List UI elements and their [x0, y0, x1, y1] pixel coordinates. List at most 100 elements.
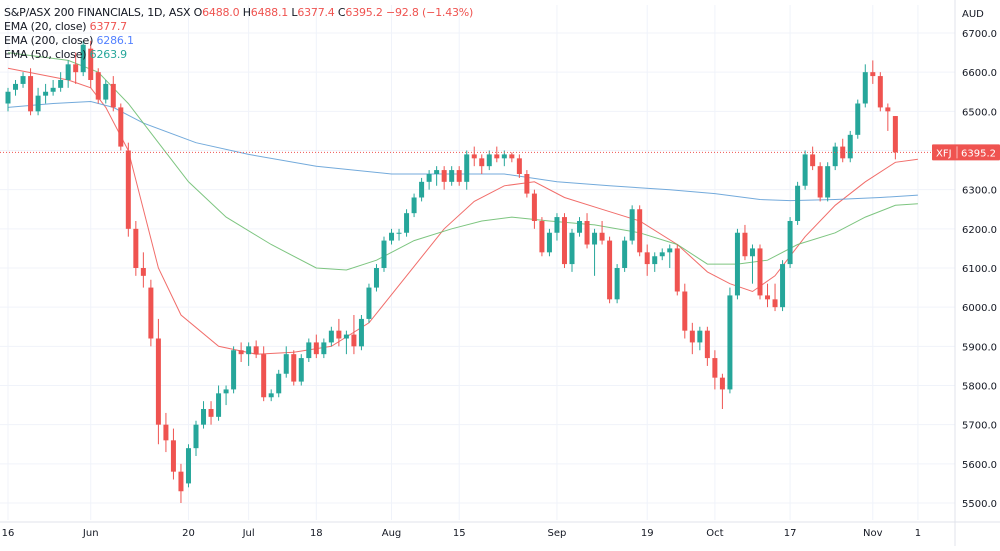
candle-up [622, 236, 628, 272]
candles [5, 40, 898, 503]
candle-up [780, 260, 786, 312]
candle-body [208, 409, 214, 417]
candle-down [494, 146, 500, 163]
candle-up [411, 193, 417, 218]
candle-body [336, 330, 342, 339]
y-tick-label: 5600.0 [962, 460, 997, 471]
candle-down [163, 412, 169, 453]
legend-ema200-row[interactable]: EMA (200, close) 6286.1 [4, 34, 473, 48]
candle-down [765, 283, 771, 308]
candle-up [298, 354, 304, 386]
legend-ema20-row[interactable]: EMA (20, close) 6377.7 [4, 20, 473, 34]
candle-up [501, 150, 507, 167]
candle-body [80, 44, 86, 73]
candle-up [103, 80, 109, 104]
candle-body [201, 409, 207, 425]
candle-down [719, 373, 725, 409]
high-value: 6488.1 [250, 6, 289, 19]
candle-up [862, 64, 868, 108]
candle-body [20, 76, 26, 84]
ema-line [7, 67, 918, 355]
candle-down [870, 60, 876, 84]
candle-down [531, 189, 537, 229]
y-tick-label: 5800.0 [962, 382, 997, 393]
candle-body [749, 248, 755, 257]
candle-body [554, 217, 560, 233]
candle-body [43, 91, 49, 96]
candle-down [88, 40, 94, 88]
y-tick-label: 5500.0 [962, 499, 997, 510]
candle-up [389, 228, 395, 245]
close-label: C [337, 6, 346, 19]
candle-up [358, 315, 364, 351]
x-tick-label: 19 [641, 528, 654, 539]
ema-line [7, 52, 918, 271]
candle-up [381, 236, 387, 272]
candle-down [644, 244, 650, 276]
candle-down [133, 221, 139, 276]
legend-title-row[interactable]: S&P/ASX 200 FINANCIALS, 1D, ASX O6488.0 … [4, 6, 473, 20]
candle-body [449, 170, 455, 182]
close-value: 6395.2 [345, 6, 383, 19]
candle-down [479, 154, 485, 174]
ema50-label: EMA (50, close) [4, 48, 87, 61]
candle-body [95, 72, 101, 100]
high-label: H [242, 6, 251, 19]
low-label: L [291, 6, 298, 19]
x-tick-label: 16 [2, 528, 15, 539]
candle-body [73, 64, 79, 73]
candle-body [170, 440, 176, 472]
candle-down [471, 146, 477, 167]
candle-body [494, 154, 500, 159]
price-axis[interactable]: AUD 5500.0 5600.0 5700.0 5800.0 5900.0 6000.0… [954, 0, 997, 546]
candle-body [772, 299, 778, 308]
candle-body [712, 358, 718, 378]
candle-body [734, 232, 740, 296]
x-tick-label: 1 [915, 528, 921, 539]
candle-up [569, 228, 575, 272]
candle-down [178, 463, 184, 503]
candle-up [577, 217, 583, 237]
candle-up [185, 444, 191, 488]
candle-down [689, 322, 695, 355]
candle-down [253, 340, 259, 359]
candle-up [825, 162, 831, 202]
candle-body [5, 91, 11, 104]
legend-ema50-row[interactable]: EMA (50, close) 6263.9 [4, 48, 473, 62]
candle-body [110, 83, 116, 108]
candle-body [231, 350, 237, 390]
candle-body [742, 232, 748, 257]
candle-down [772, 283, 778, 312]
y-tick-label: 6500.0 [962, 107, 997, 118]
candle-up [283, 346, 289, 378]
candle-body [396, 232, 402, 234]
candle-body [757, 248, 763, 296]
ema-lines [7, 52, 918, 355]
candle-down [840, 138, 846, 163]
candle-body [434, 170, 440, 174]
candle-body [313, 342, 319, 355]
candle-body [652, 256, 658, 265]
y-tick-label: 6700.0 [962, 29, 997, 40]
candle-up [20, 72, 26, 88]
candle-body [133, 228, 139, 268]
candle-down [757, 244, 763, 300]
ema200-label: EMA (200, close) [4, 34, 94, 47]
candle-body [223, 389, 229, 394]
candle-body [599, 232, 605, 241]
candle-body [614, 268, 620, 300]
candle-body [13, 83, 19, 90]
time-axis[interactable]: 16 Jun 20 Jul 18 Aug 15 Sep 19 Oct 17 Nov 1 [0, 521, 1000, 539]
last-price-symbol: XFJ [936, 148, 952, 159]
candle-body [411, 197, 417, 214]
candle-down [892, 115, 898, 160]
candle-body [328, 330, 334, 343]
candle-body [216, 393, 222, 417]
candle-down [28, 68, 34, 116]
candle-down [877, 72, 883, 112]
candle-body [58, 80, 64, 88]
candle-down [261, 346, 267, 402]
candle-body [704, 330, 710, 359]
